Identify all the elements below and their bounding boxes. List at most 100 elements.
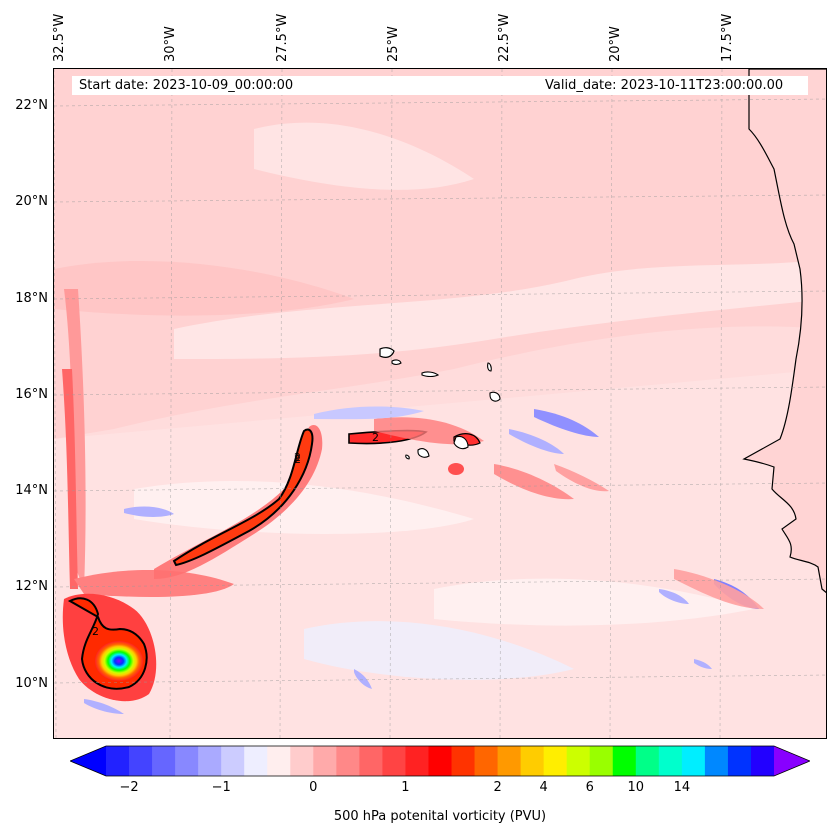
colorbar-segment: [589, 746, 614, 776]
date-header-band: [72, 76, 808, 95]
colorbar-arrow-right: [774, 746, 810, 776]
island-fogo: [417, 448, 430, 458]
colorbar: [70, 745, 810, 777]
colorbar-segment: [543, 746, 568, 776]
cv-patch-small: [448, 463, 464, 475]
contour-label-cv: 2: [372, 431, 379, 444]
island-santo-antao: [379, 347, 395, 358]
lon-label-30w: 30°W: [163, 26, 178, 62]
field-patch-light-3: [434, 578, 754, 626]
colorbar-tick-label: 0: [309, 780, 318, 795]
blue-streak-7: [84, 699, 124, 714]
colorbar-segment: [612, 746, 637, 776]
blue-streak-8: [354, 669, 372, 689]
lon-label-20w: 20°W: [608, 26, 623, 62]
lon-label-32-5w: 32.5°W: [52, 13, 67, 62]
blue-streak-3: [509, 429, 564, 454]
field-band-light: [174, 259, 826, 359]
lon-label-25w: 25°W: [386, 26, 401, 62]
contour-label-streamer: 2: [294, 451, 301, 464]
field-patch-1: [54, 260, 354, 316]
lat-label-12n: 12°N: [15, 579, 48, 594]
lon-label-27-5w: 27.5°W: [275, 13, 290, 62]
red-streak-1: [494, 464, 574, 500]
pv-streamer-core: [174, 429, 313, 565]
lat-label-18n: 18°N: [15, 291, 48, 306]
lat-label-16n: 16°N: [15, 387, 48, 402]
colorbar-segment: [198, 746, 222, 776]
colorbar-tick-label: 6: [585, 780, 594, 795]
valid-date-label: Valid_date: 2023-10-11T23:00:00.00: [545, 78, 784, 93]
colorbar-segment: [267, 746, 291, 776]
contour-label-vortex: 2: [92, 625, 99, 638]
blue-streak-5: [659, 589, 689, 604]
africa-landmass: [742, 69, 826, 594]
colorbar-segment: [566, 746, 591, 776]
colorbar-tick-label: 1: [401, 780, 410, 795]
colorbar-segment: [244, 746, 268, 776]
lat-label-10n: 10°N: [15, 676, 48, 691]
blue-streak-6: [124, 506, 174, 517]
colorbar-segment: [221, 746, 245, 776]
contour-label-streamer-2: 2: [294, 453, 301, 466]
field-band-south: [54, 369, 826, 738]
colorbar-segment: [175, 746, 199, 776]
west-band-core: [62, 369, 78, 589]
colorbar-tick-label: 2: [493, 780, 502, 795]
west-band: [64, 289, 86, 589]
pv-field-map: 2 2 2 2: [54, 69, 826, 738]
blue-streak-9: [694, 659, 712, 669]
colorbar-tick-label: 10: [627, 780, 645, 795]
colorbar-segment: [359, 746, 383, 776]
colorbar-segment: [727, 746, 752, 776]
colorbar-segment: [704, 746, 729, 776]
red-streak-2: [554, 464, 609, 492]
lat-label-22n: 22°N: [15, 98, 48, 113]
red-streak-3: [674, 569, 764, 609]
colorbar-tick-label: −2: [119, 780, 139, 795]
colorbar-segment: [405, 746, 429, 776]
colorbar-outline: [70, 745, 810, 777]
field-patch-light-1: [254, 122, 474, 190]
field-patch-light-2: [134, 480, 474, 534]
start-date-label: Start date: 2023-10-09_00:00:00: [79, 78, 294, 93]
colorbar-segment: [658, 746, 683, 776]
filament-12n: [74, 569, 234, 597]
pv-streamer-contour: [172, 428, 314, 567]
colorbar-segment: [290, 746, 314, 776]
graticule: [54, 69, 826, 738]
island-boa-vista: [489, 391, 501, 402]
lon-label-17-5w: 17.5°W: [720, 13, 735, 62]
colorbar-segment: [106, 746, 130, 776]
colorbar-segment: [152, 746, 176, 776]
colorbar-segment: [336, 746, 360, 776]
colorbar-segment: [313, 746, 337, 776]
colorbar-label: 500 hPa potenital vorticity (PVU): [333, 809, 547, 824]
island-sao-vicente: [391, 359, 402, 366]
lat-label-20n: 20°N: [15, 194, 48, 209]
blue-streak-1: [314, 406, 424, 420]
field-patch-blue-light: [304, 621, 574, 680]
island-santiago: [453, 435, 469, 450]
colorbar-segment: [635, 746, 660, 776]
colorbar-segment: [451, 746, 476, 776]
colorbar-segment: [474, 746, 499, 776]
colorbar-arrow-left: [70, 746, 106, 776]
island-sao-nicolau: [421, 371, 440, 378]
colorbar-segment: [750, 746, 775, 776]
lat-label-14n: 14°N: [15, 483, 48, 498]
colorbar-segment: [129, 746, 153, 776]
blue-streak-2: [534, 409, 599, 437]
map-area[interactable]: 2 2 2 2: [53, 68, 827, 739]
colorbar-segment: [497, 746, 522, 776]
colorbar-tick-label: −1: [211, 780, 231, 795]
colorbar-segment: [681, 746, 706, 776]
island-brava: [405, 454, 410, 460]
colorbar-segment: [382, 746, 406, 776]
colorbar-segment: [428, 746, 453, 776]
vortex-core: [95, 641, 143, 681]
colorbar-tick-label: 14: [673, 780, 691, 795]
island-sal: [487, 362, 492, 372]
colorbar-tick-label: 4: [539, 780, 548, 795]
lon-label-22-5w: 22.5°W: [497, 13, 512, 62]
